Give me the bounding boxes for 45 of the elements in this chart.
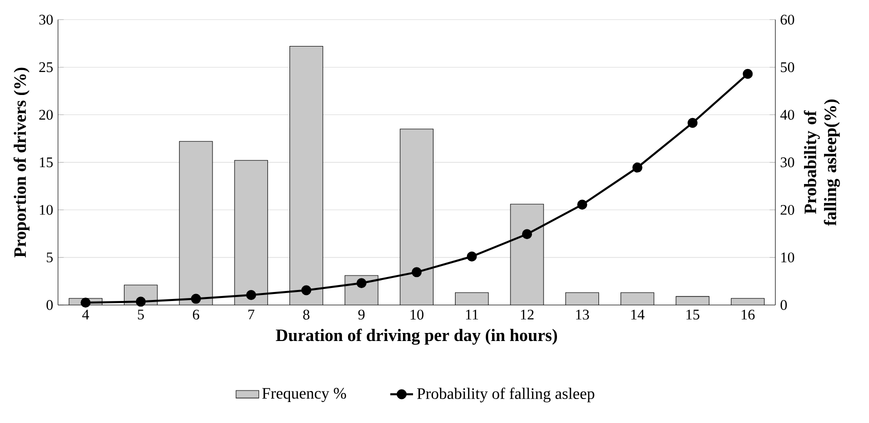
- y-tick-label: 0: [46, 300, 53, 310]
- point: [577, 200, 588, 210]
- y-tick-label: 20: [39, 110, 53, 120]
- point: [301, 285, 312, 296]
- x-tick-label: 5: [138, 310, 144, 320]
- point: [742, 68, 753, 79]
- y-tick-label: 30: [39, 14, 53, 25]
- x-tick-label: 11: [466, 310, 478, 320]
- x-tick-label: 8: [303, 310, 310, 320]
- point: [356, 278, 366, 288]
- x-tick-label: 4: [82, 310, 90, 320]
- point: [136, 296, 146, 307]
- x-tick-label: 10: [410, 310, 424, 320]
- y-tick-label: 5: [46, 252, 53, 262]
- y-tick-label: 10: [40, 204, 53, 215]
- x-tick-label: 13: [576, 310, 589, 320]
- x-axis-title: Duration of driving per day (in hours): [276, 328, 557, 345]
- y2-tick-label: 10: [781, 252, 794, 262]
- x-tick-label: 15: [686, 310, 700, 320]
- x-tick-label: 7: [248, 310, 254, 320]
- x-tick-label: 14: [631, 310, 644, 320]
- legend-label: Probability of falling asleep: [417, 388, 594, 402]
- y-axis-title: Proportion of drivers (%): [14, 68, 30, 258]
- point: [632, 162, 642, 173]
- y2-tick-label: 40: [780, 110, 794, 120]
- point: [80, 298, 91, 308]
- point: [246, 290, 256, 300]
- y2-tick-label: 50: [780, 62, 794, 72]
- x-tick-label: 16: [742, 310, 755, 320]
- y-tick-label: 25: [39, 62, 53, 72]
- x-tick-label: 9: [358, 310, 365, 320]
- x-tick-label: 6: [192, 310, 200, 320]
- point: [412, 267, 422, 278]
- y2-axis-title: Probability of falling asleep(%): [804, 100, 840, 226]
- point: [466, 251, 477, 262]
- x-tick-label: 12: [520, 310, 534, 320]
- point: [190, 294, 201, 304]
- legend-label: Frequency %: [262, 388, 346, 402]
- point: [522, 229, 532, 240]
- y2-tick-label: 30: [780, 157, 794, 168]
- y2-tick-label: 0: [780, 300, 787, 310]
- point: [688, 118, 698, 128]
- y-tick-label: 15: [40, 157, 53, 168]
- y2-tick-label: 20: [780, 204, 794, 215]
- y2-tick-label: 60: [780, 14, 794, 25]
